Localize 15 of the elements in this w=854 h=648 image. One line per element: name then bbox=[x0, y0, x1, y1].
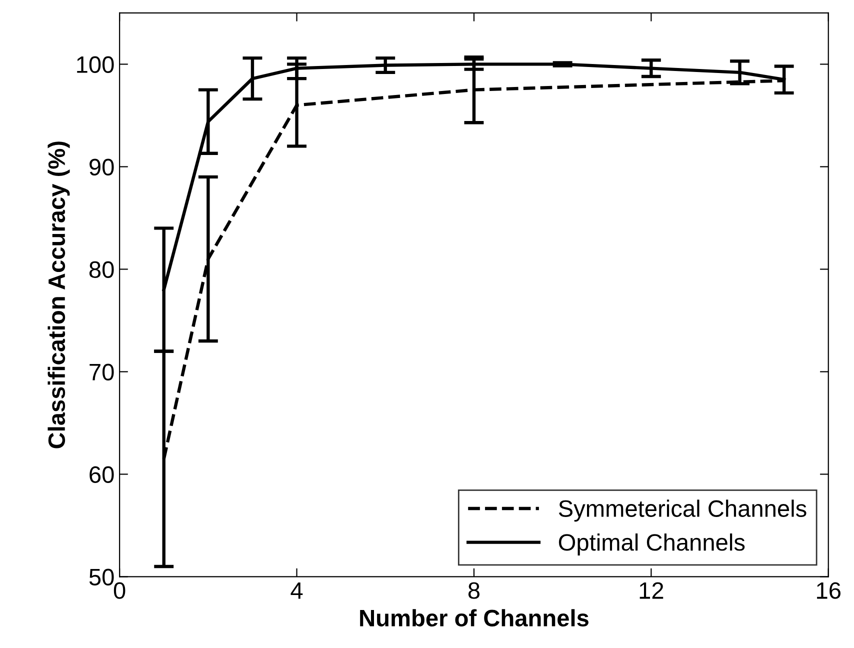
x-tick-label: 12 bbox=[640, 582, 664, 599]
y-tick-label: 60 bbox=[90, 466, 114, 484]
x-axis-title: Number of Channels bbox=[360, 609, 588, 626]
y-axis-title: Classification Accuracy (%) bbox=[48, 142, 70, 448]
x-tick-label: 4 bbox=[290, 582, 303, 599]
legend-label: Symmeterical Channels bbox=[558, 500, 806, 522]
y-tick-label: 70 bbox=[90, 364, 114, 381]
y-tick-label: 50 bbox=[89, 568, 114, 586]
x-tick-label: 16 bbox=[817, 582, 840, 599]
legend-label: Optimal Channels bbox=[558, 533, 745, 556]
x-tick-label: 8 bbox=[468, 582, 480, 599]
y-tick-label: 100 bbox=[77, 56, 114, 73]
x-tick-label: 0 bbox=[114, 582, 126, 599]
y-tick-label: 90 bbox=[90, 158, 114, 176]
y-tick-label: 80 bbox=[89, 261, 114, 278]
